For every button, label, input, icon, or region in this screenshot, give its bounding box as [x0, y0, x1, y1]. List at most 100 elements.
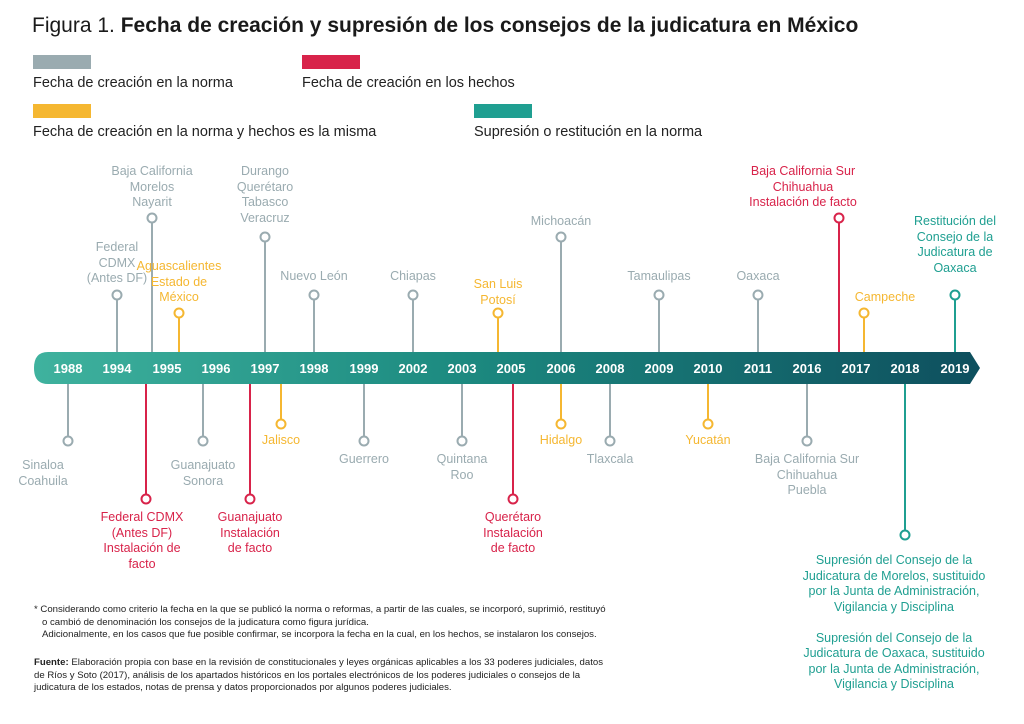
event-label-1998-grey: Nuevo León [280, 269, 347, 285]
year-label-2008: 2008 [596, 361, 625, 376]
event-marker-circle [899, 529, 911, 541]
event-marker-circle [507, 493, 519, 505]
event-label-line: Judicatura de Oaxaca, sustituido [803, 646, 985, 660]
event-label-line: Vigilancia y Disciplina [834, 599, 954, 614]
event-label-2005-red: Querétaro Instalación de facto [483, 510, 543, 557]
source-text: judicatura de los estados, notas de pren… [34, 682, 452, 694]
year-label-1988: 1988 [54, 361, 83, 376]
event-label-line: Durango [241, 164, 289, 178]
event-marker-circle [555, 231, 567, 243]
event-label-line: Oaxaca [736, 269, 780, 283]
event-label-line: Estado de [150, 274, 208, 289]
event-label-line: Federal CDMX [100, 510, 184, 524]
event-marker-circle [173, 307, 185, 319]
figure-title-text: Fecha de creación y supresión de los con… [120, 14, 859, 37]
event-label-line: Guanajuato [217, 510, 283, 524]
legend-label-hechos: Fecha de creación en los hechos [302, 75, 515, 91]
event-label-1995-grey: Baja California Morelos Nayarit [111, 164, 192, 211]
event-label-line: (Antes DF) [86, 271, 148, 285]
event-label-line: Consejo de la [916, 229, 994, 244]
event-label-line: Tlaxcala [586, 452, 634, 466]
event-marker-circle [801, 435, 813, 447]
event-label-line: Querétaro [484, 510, 542, 524]
event-label-2005-yellow: San Luis Potosí [474, 277, 523, 308]
footnote-line: * Considerando como criterio la fecha en… [34, 604, 606, 615]
event-label-line: Tamaulipas [627, 269, 691, 283]
source-text: Elaboración propia con base en la revisi… [68, 657, 604, 668]
year-label-2002: 2002 [399, 361, 428, 376]
event-marker-circle [358, 435, 370, 447]
event-label-1994-red: Federal CDMX (Antes DF) Instalación de fact… [101, 510, 184, 572]
event-label-line: Nuevo León [280, 269, 348, 283]
event-label-line: Hidalgo [539, 433, 583, 447]
event-label-line: Campeche [854, 290, 916, 304]
event-label-2009-grey: Tamaulipas [627, 269, 690, 285]
event-label-line: Federal [95, 240, 139, 254]
year-label-2005: 2005 [497, 361, 526, 376]
year-label-2006: 2006 [547, 361, 576, 376]
event-label-line: Supresión del Consejo de la [815, 553, 973, 567]
event-label-1999-grey: Guerrero [339, 452, 389, 468]
event-marker-circle [949, 289, 961, 301]
event-label-line: Instalación de facto [749, 195, 857, 209]
event-label-line: Potosí [480, 292, 516, 307]
event-marker-circle [275, 418, 287, 430]
year-label-1994: 1994 [103, 361, 133, 376]
event-label-line: Aguascalientes [136, 259, 222, 273]
event-label-line: CDMX [98, 255, 136, 270]
event-label-line: Coahuila [18, 473, 68, 488]
event-label-2016-grey: Baja California Sur Chihuahua Puebla [755, 452, 859, 499]
event-marker-circle [407, 289, 419, 301]
event-marker-circle [259, 231, 271, 243]
event-label-line: Instalación [483, 525, 543, 540]
event-marker-circle [62, 435, 74, 447]
event-marker-circle [146, 212, 158, 224]
legend-swatch-grey [33, 55, 91, 69]
event-label-1994-grey: Federal CDMX (Antes DF) [87, 240, 147, 287]
event-label-line: Chihuahua [776, 467, 838, 482]
event-label-line: Vigilancia y Disciplina [834, 677, 954, 691]
event-marker-circle [140, 493, 152, 505]
event-marker-circle [197, 435, 209, 447]
event-marker-circle [833, 212, 845, 224]
event-label-2010-yellow: Yucatán [685, 433, 730, 449]
event-label-2003-grey: Quintana Roo [437, 452, 488, 483]
event-label-line: por la Junta de Administración, [808, 584, 980, 598]
footnote-line: o cambió de denominación los consejos de… [42, 616, 369, 628]
event-label-2002-grey: Chiapas [390, 269, 436, 285]
event-label-line: San Luis [473, 277, 523, 291]
figure-title-prefix: Figura 1. [32, 14, 115, 37]
year-label-1999: 1999 [350, 361, 379, 376]
event-label-line: de facto [227, 541, 273, 555]
event-marker-circle [653, 289, 665, 301]
event-label-line: Roo [450, 467, 474, 482]
source-text: de Ríos y Soto (2017), análisis de los a… [34, 669, 581, 681]
event-label-line: Instalación de [103, 541, 181, 555]
event-label-line: Chiapas [390, 269, 436, 283]
event-label-2017-yellow: Campeche [855, 290, 915, 306]
year-label-2011: 2011 [744, 361, 772, 376]
event-label-line: Chihuahua [772, 179, 834, 194]
figure-title: Figura 1. Fecha de creación y supresión … [32, 14, 858, 38]
footnote-line: Adicionalmente, en los casos que fue pos… [42, 629, 597, 641]
event-label-2019-teal: Restitución del Consejo de la Judicatura d… [914, 214, 996, 276]
event-label-line: Baja California [111, 164, 193, 178]
event-marker-circle [702, 418, 714, 430]
event-label-line: facto [128, 556, 156, 571]
event-label-line: Sinaloa [22, 458, 64, 472]
legend-label-misma: Fecha de creación en la norma y hechos e… [33, 124, 377, 140]
event-label-1997-grey: Durango Querétaro Tabasco Veracruz [237, 164, 293, 226]
timeline-band [34, 352, 980, 384]
event-label-line: Quintana [436, 452, 488, 466]
event-label-line: Sonora [182, 473, 224, 488]
year-labels: 1988 1994 1995 1996 1997 1998 1999 2002 2003 2005… [54, 361, 970, 376]
event-label-line: Querétaro [236, 179, 294, 194]
year-label-2019: 2019 [941, 361, 970, 376]
event-label-line: Puebla [787, 483, 827, 497]
event-label-2006-yellow: Hidalgo [540, 433, 582, 449]
footnote-criterion: * Considerando como criterio la fecha en… [34, 604, 606, 642]
year-label-1996: 1996 [202, 361, 231, 376]
event-label-2008-grey: Tlaxcala [587, 452, 634, 468]
event-label-line: Veracruz [240, 210, 290, 225]
event-label-line: Instalación [220, 525, 280, 540]
